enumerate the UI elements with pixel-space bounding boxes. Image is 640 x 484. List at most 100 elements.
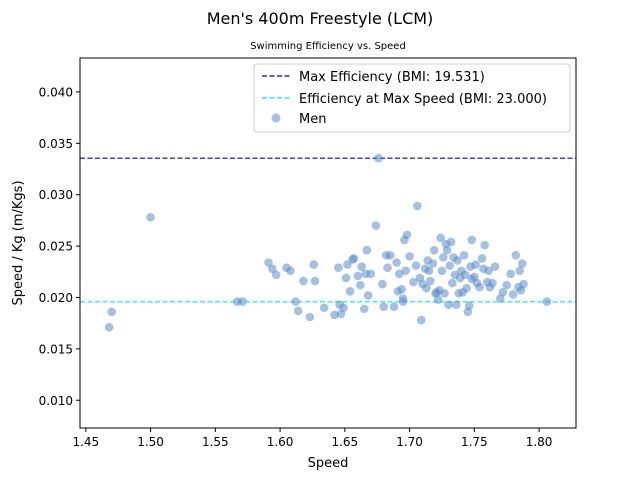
scatter-point — [104, 322, 114, 332]
scatter-point — [362, 245, 372, 255]
scatter-point — [480, 240, 489, 250]
reference-lines — [80, 157, 576, 303]
scatter-point — [310, 276, 320, 286]
legend: Max Efficiency (BMI: 19.531) Efficiency … — [253, 63, 571, 133]
scatter-point — [436, 233, 445, 243]
scatter-point — [371, 221, 381, 230]
scatter-point — [477, 254, 487, 263]
scatter-point — [353, 271, 363, 281]
x-tick-label: 1.70 — [396, 435, 423, 449]
scatter-point — [383, 263, 392, 272]
scatter-point — [107, 307, 117, 317]
x-tick-label: 1.60 — [267, 435, 294, 449]
scatter-points — [104, 153, 552, 332]
scatter-point — [498, 288, 508, 297]
scatter-point — [398, 297, 408, 306]
scatter-point — [405, 252, 414, 261]
x-tick-label: 1.75 — [461, 435, 488, 449]
scatter-point — [422, 283, 431, 293]
scatter-point — [429, 245, 439, 255]
scatter-point — [357, 262, 366, 271]
scatter-point — [385, 251, 395, 260]
scatter-point — [238, 297, 247, 306]
scatter-point — [515, 266, 524, 276]
scatter-point — [484, 266, 493, 276]
scatter-point — [424, 266, 434, 276]
scatter-point — [488, 278, 497, 288]
scatter-point — [394, 269, 404, 279]
scatter-point — [341, 273, 351, 283]
scatter-point — [330, 310, 339, 320]
scatter-point — [490, 262, 500, 271]
y-tick-label: 0.035 — [39, 137, 73, 151]
scatter-point — [345, 287, 355, 296]
scatter-point — [366, 269, 376, 279]
scatter-point — [448, 278, 457, 288]
scatter-point — [460, 270, 470, 280]
x-axis-label: Speed — [308, 456, 349, 471]
scatter-point — [339, 303, 348, 313]
scatter-point — [511, 251, 521, 260]
scatter-point — [446, 237, 456, 247]
scatter-point — [319, 303, 329, 313]
scatter-point — [356, 280, 365, 290]
scatter-point — [517, 259, 527, 268]
scatter-point — [264, 258, 273, 267]
scatter-point — [464, 301, 474, 310]
scatter-point — [453, 256, 462, 265]
x-tick-label: 1.80 — [526, 435, 553, 449]
scatter-point — [459, 251, 469, 260]
scatter-point — [451, 300, 461, 309]
y-axis-label: Speed / Kg (m/Kgs) — [11, 180, 26, 305]
plot-frame — [79, 57, 577, 429]
x-tick-label: 1.65 — [331, 435, 358, 449]
scatter-point — [334, 263, 343, 272]
scatter-point — [291, 297, 300, 306]
legend-swatch-men — [271, 113, 281, 123]
scatter-point — [379, 302, 388, 312]
scatter-point — [437, 266, 447, 276]
y-tick-label: 0.030 — [39, 188, 73, 202]
x-axis-ticks: 1.45 1.50 1.55 1.60 1.65 1.70 1.75 1.80 — [72, 428, 552, 449]
scatter-point — [305, 312, 315, 322]
scatter-point — [299, 276, 308, 286]
scatter-point — [428, 259, 438, 268]
y-tick-label: 0.025 — [39, 240, 73, 254]
scatter-point — [413, 201, 422, 211]
y-tick-label: 0.020 — [39, 291, 73, 305]
scatter-point — [438, 253, 448, 262]
scatter-point — [475, 282, 484, 292]
scatter-point — [392, 258, 401, 267]
scatter-point — [508, 290, 518, 299]
y-tick-label: 0.010 — [39, 394, 73, 408]
y-tick-label: 0.040 — [39, 85, 73, 99]
x-tick-label: 1.50 — [137, 435, 164, 449]
scatter-point — [397, 284, 407, 294]
scatter-point — [506, 269, 515, 279]
scatter-point — [349, 254, 359, 263]
scatter-point — [363, 291, 373, 300]
scatter-point — [444, 300, 453, 309]
scatter-point — [519, 279, 528, 289]
legend-box — [253, 63, 571, 133]
scatter-point — [389, 302, 399, 312]
scatter-point — [411, 261, 421, 270]
scatter-point — [433, 295, 443, 304]
scatter-point — [286, 266, 295, 276]
scatter-point — [542, 297, 552, 306]
legend-label-max-efficiency: Max Efficiency (BMI: 19.531) — [299, 70, 485, 85]
scatter-point — [378, 279, 387, 289]
scatter-point — [467, 235, 477, 245]
scatter-point — [502, 280, 512, 290]
scatter-point — [401, 266, 411, 276]
y-tick-label: 0.015 — [39, 342, 73, 356]
scatter-point — [442, 245, 452, 255]
legend-label-men: Men — [299, 112, 326, 127]
scatter-point — [462, 283, 471, 293]
chart-title: Men's 400m Freestyle (LCM) — [207, 9, 434, 28]
scatter-point — [445, 261, 455, 270]
scatter-point — [146, 213, 155, 222]
scatter-point — [402, 230, 412, 240]
